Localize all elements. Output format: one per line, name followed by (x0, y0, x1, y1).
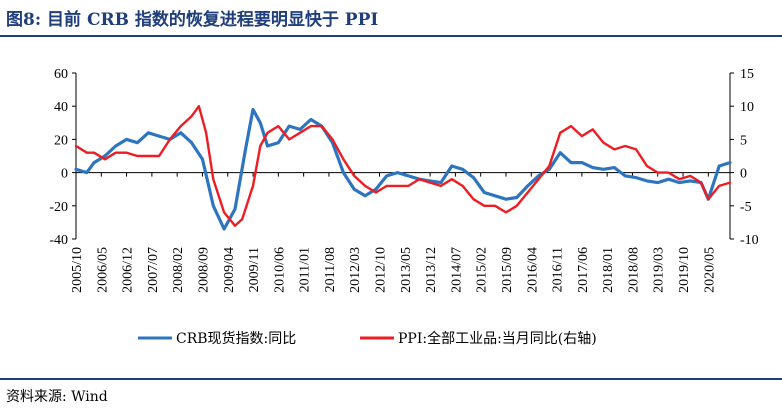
x-tick-label: 2006/05 (95, 247, 110, 293)
x-tick-label: 2016/04 (525, 247, 540, 293)
left-tick-label: 0 (61, 167, 68, 182)
left-tick-label: 60 (54, 67, 68, 82)
x-tick-label: 2011/01 (298, 247, 313, 292)
x-tick-label: 2011/08 (323, 247, 338, 292)
chart-series (74, 104, 732, 231)
x-tick-label: 2014/07 (449, 247, 464, 293)
x-tick-label: 2010/06 (272, 247, 287, 293)
x-tick-label: 2018/01 (601, 247, 616, 293)
chart-legend: CRB现货指数:同比 PPI:全部工业品:当月同比(右轴) (138, 330, 597, 347)
title-rule (0, 35, 782, 37)
x-tick-label: 2012/03 (348, 247, 363, 293)
x-tick-label: 2017/06 (576, 247, 591, 293)
x-tick-label: 2013/12 (424, 247, 439, 293)
right-tick-label: 0 (740, 167, 747, 182)
x-tick-label: 2008/02 (171, 247, 186, 293)
right-tick-label: 5 (740, 133, 747, 148)
x-tick-label: 2006/12 (121, 247, 136, 293)
right-tick-label: 15 (740, 67, 754, 82)
right-tick-label: -10 (740, 233, 759, 248)
chart-area: 60 40 20 0 -20 -40 15 10 5 0 -5 -10 2005/10 2006/05 20… (49, 67, 758, 347)
x-tick-label: 2015/02 (475, 247, 490, 293)
x-tick-label: 2005/10 (70, 247, 85, 293)
legend-label-ppi: PPI:全部工业品:当月同比(右轴) (398, 330, 597, 347)
x-tick-label: 2015/09 (500, 247, 515, 293)
ppi-series-line (74, 104, 732, 227)
left-tick-label: -40 (49, 233, 68, 248)
right-tick-label: 10 (740, 100, 754, 115)
x-tick-label: 2012/10 (374, 247, 389, 293)
x-tick-label: 2009/04 (222, 247, 237, 293)
legend-label-crb: CRB现货指数:同比 (176, 330, 296, 347)
source-note: 资料来源: Wind (6, 389, 108, 405)
chart-title: 图8: 目前 CRB 指数的恢复进程要明显快于 PPI (6, 10, 379, 30)
x-tick-label: 2016/11 (551, 247, 566, 292)
left-tick-label: -20 (49, 200, 68, 215)
x-tick-label: 2007/07 (146, 247, 161, 293)
right-tick-label: -5 (740, 200, 752, 215)
chart-axes: 60 40 20 0 -20 -40 15 10 5 0 -5 -10 2005/10 2006/05 20… (49, 67, 758, 293)
x-tick-label: 2019/03 (652, 247, 667, 293)
x-tick-label: 2013/05 (399, 247, 414, 293)
crb-series-line (74, 107, 732, 231)
x-tick-label: 2019/10 (677, 247, 692, 293)
x-tick-label: 2020/05 (702, 247, 717, 293)
footer-rule (0, 378, 782, 380)
left-tick-label: 40 (54, 100, 68, 115)
left-tick-label: 20 (54, 133, 68, 148)
x-tick-label: 2008/09 (196, 247, 211, 293)
x-tick-label: 2009/11 (247, 247, 262, 292)
x-tick-label: 2018/08 (626, 247, 641, 293)
